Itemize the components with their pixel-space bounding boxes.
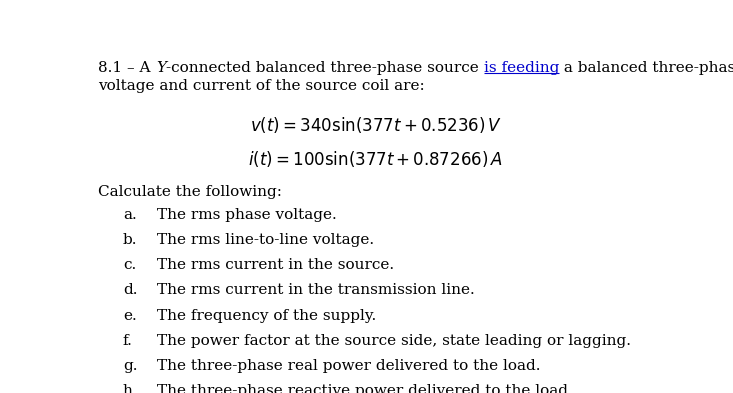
Text: a.: a. xyxy=(123,208,136,222)
Text: voltage and current of the source coil are:: voltage and current of the source coil a… xyxy=(98,79,425,93)
Text: f.: f. xyxy=(123,334,133,348)
Text: b.: b. xyxy=(123,233,137,247)
Text: e.: e. xyxy=(123,309,136,323)
Text: The power factor at the source side, state leading or lagging.: The power factor at the source side, sta… xyxy=(157,334,631,348)
Text: The three-phase reactive power delivered to the load.: The three-phase reactive power delivered… xyxy=(157,384,572,393)
Text: $i(t) = 100\sin(377t + 0.87266)\,A$: $i(t) = 100\sin(377t + 0.87266)\,A$ xyxy=(248,149,503,169)
Text: Y: Y xyxy=(156,61,166,75)
Text: d.: d. xyxy=(123,283,137,298)
Text: The rms current in the source.: The rms current in the source. xyxy=(157,258,394,272)
Text: a balanced three-phase load. The: a balanced three-phase load. The xyxy=(559,61,733,75)
Text: is feeding: is feeding xyxy=(484,61,559,75)
Text: The rms current in the transmission line.: The rms current in the transmission line… xyxy=(157,283,475,298)
Text: Calculate the following:: Calculate the following: xyxy=(98,185,282,199)
Text: h.: h. xyxy=(123,384,138,393)
Text: The frequency of the supply.: The frequency of the supply. xyxy=(157,309,376,323)
Text: c.: c. xyxy=(123,258,136,272)
Text: $v(t) = 340\sin(377t + 0.5236)\,V$: $v(t) = 340\sin(377t + 0.5236)\,V$ xyxy=(250,115,501,135)
Text: The rms line-to-line voltage.: The rms line-to-line voltage. xyxy=(157,233,374,247)
Text: 8.1 – A: 8.1 – A xyxy=(98,61,156,75)
Text: The rms phase voltage.: The rms phase voltage. xyxy=(157,208,336,222)
Text: -connected balanced three-phase source: -connected balanced three-phase source xyxy=(166,61,484,75)
Text: g.: g. xyxy=(123,359,137,373)
Text: The three-phase real power delivered to the load.: The three-phase real power delivered to … xyxy=(157,359,540,373)
